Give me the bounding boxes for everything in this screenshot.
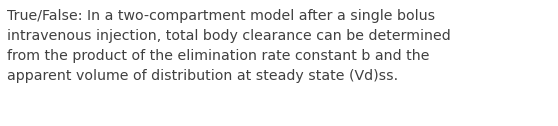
Text: True/False: In a two-compartment model after a single bolus
intravenous injectio: True/False: In a two-compartment model a… [7, 9, 451, 83]
